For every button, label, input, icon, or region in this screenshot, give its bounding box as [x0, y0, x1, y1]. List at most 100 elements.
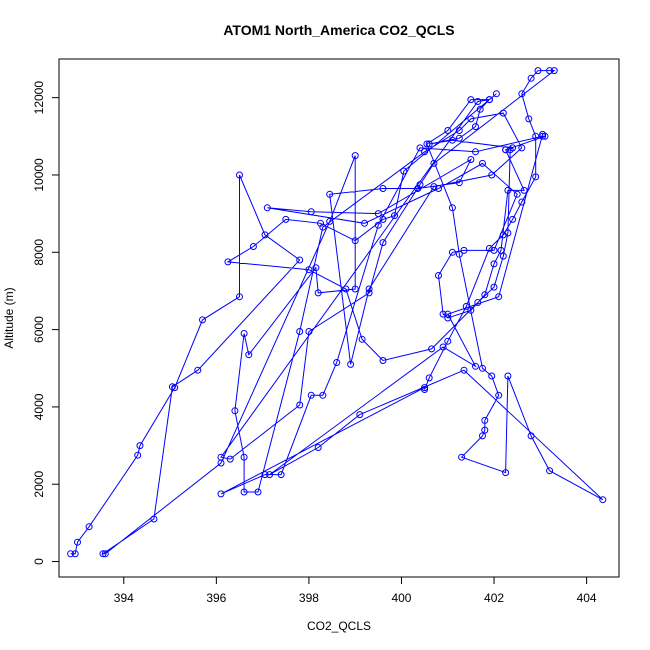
data-point [472, 123, 479, 131]
data-point [485, 96, 493, 104]
data-point [317, 219, 324, 227]
data-point [199, 316, 206, 324]
data-point [358, 335, 366, 343]
data-point [379, 239, 387, 247]
data-point [240, 453, 248, 461]
data-point [168, 383, 176, 391]
data-point [467, 96, 475, 104]
y-tick-label: 12000 [32, 81, 46, 115]
y-tick-label: 8000 [32, 239, 46, 266]
data-point [74, 538, 81, 546]
data-point [263, 204, 271, 212]
data-point [513, 190, 521, 198]
data-point [455, 179, 463, 187]
data-point [462, 302, 470, 310]
x-axis-label: CO2_QCLS [307, 619, 371, 633]
data-point [444, 127, 452, 134]
data-point [467, 156, 475, 163]
data-point [479, 159, 486, 167]
data-point [520, 186, 528, 194]
data-point [490, 246, 498, 254]
data-point [455, 127, 463, 134]
data-point [379, 215, 387, 223]
chart-title: ATOM1 North_America CO2_QCLS [223, 22, 454, 38]
data-point [472, 362, 479, 370]
data-point [136, 442, 144, 450]
data-point [374, 210, 382, 218]
data-point [502, 469, 510, 477]
data-point [217, 490, 225, 498]
data-point [319, 223, 327, 231]
x-tick-label: 394 [114, 591, 134, 605]
data-point [99, 550, 107, 558]
y-axis-label: Altitude (m) [2, 287, 16, 348]
data-point [67, 550, 75, 558]
data-point [499, 252, 507, 260]
data-point [455, 134, 463, 142]
data-point [467, 306, 475, 314]
data-point [307, 208, 315, 216]
data-point [472, 148, 479, 156]
data-point [518, 198, 526, 206]
data-point [134, 451, 142, 459]
data-point [460, 246, 468, 254]
data-point [277, 471, 285, 479]
data-point [546, 467, 554, 475]
data-point [342, 285, 350, 293]
data-point [499, 231, 507, 239]
data-point [504, 229, 512, 237]
data-point [448, 204, 456, 212]
data-point [421, 384, 429, 392]
data-point [488, 372, 496, 380]
plot-box [58, 58, 620, 578]
data-point [444, 337, 452, 345]
y-tick-label: 0 [32, 558, 46, 565]
data-point [296, 256, 304, 264]
data-point [333, 359, 341, 366]
data-point [414, 185, 422, 192]
data-point [423, 140, 431, 148]
data-point [448, 136, 456, 144]
data-point [150, 515, 158, 523]
data-point [504, 372, 512, 380]
data-point [351, 237, 359, 245]
data-point [326, 217, 334, 225]
data-point [305, 328, 313, 335]
data-point [326, 190, 334, 198]
data-point [296, 401, 304, 409]
data-point [460, 366, 468, 374]
data-point [347, 360, 355, 368]
data-point [430, 183, 438, 191]
data-point [194, 366, 202, 374]
y-tick-label: 6000 [32, 316, 46, 343]
data-point [351, 285, 359, 293]
data-point [430, 159, 438, 167]
data-point [226, 455, 234, 463]
data-point [425, 374, 433, 382]
data-point [474, 98, 482, 105]
data-point [249, 243, 257, 250]
data-point [261, 231, 269, 239]
data-point [476, 105, 484, 113]
data-point [319, 391, 327, 399]
data-point [261, 471, 269, 479]
data-point [365, 289, 373, 297]
data-point [525, 115, 533, 123]
data-point [400, 167, 408, 175]
data-point [361, 219, 368, 227]
data-point [236, 171, 243, 179]
x-tick-label: 404 [577, 591, 597, 605]
data-point [481, 291, 489, 299]
data-point [379, 185, 387, 192]
data-point [509, 144, 517, 152]
data-point [490, 260, 498, 268]
data-point [455, 250, 463, 258]
data-point [527, 432, 535, 440]
data-point [504, 186, 512, 194]
data-point [296, 328, 304, 335]
data-point [379, 357, 387, 364]
data-point [266, 471, 274, 479]
data-point [240, 488, 248, 496]
data-point [495, 293, 503, 301]
